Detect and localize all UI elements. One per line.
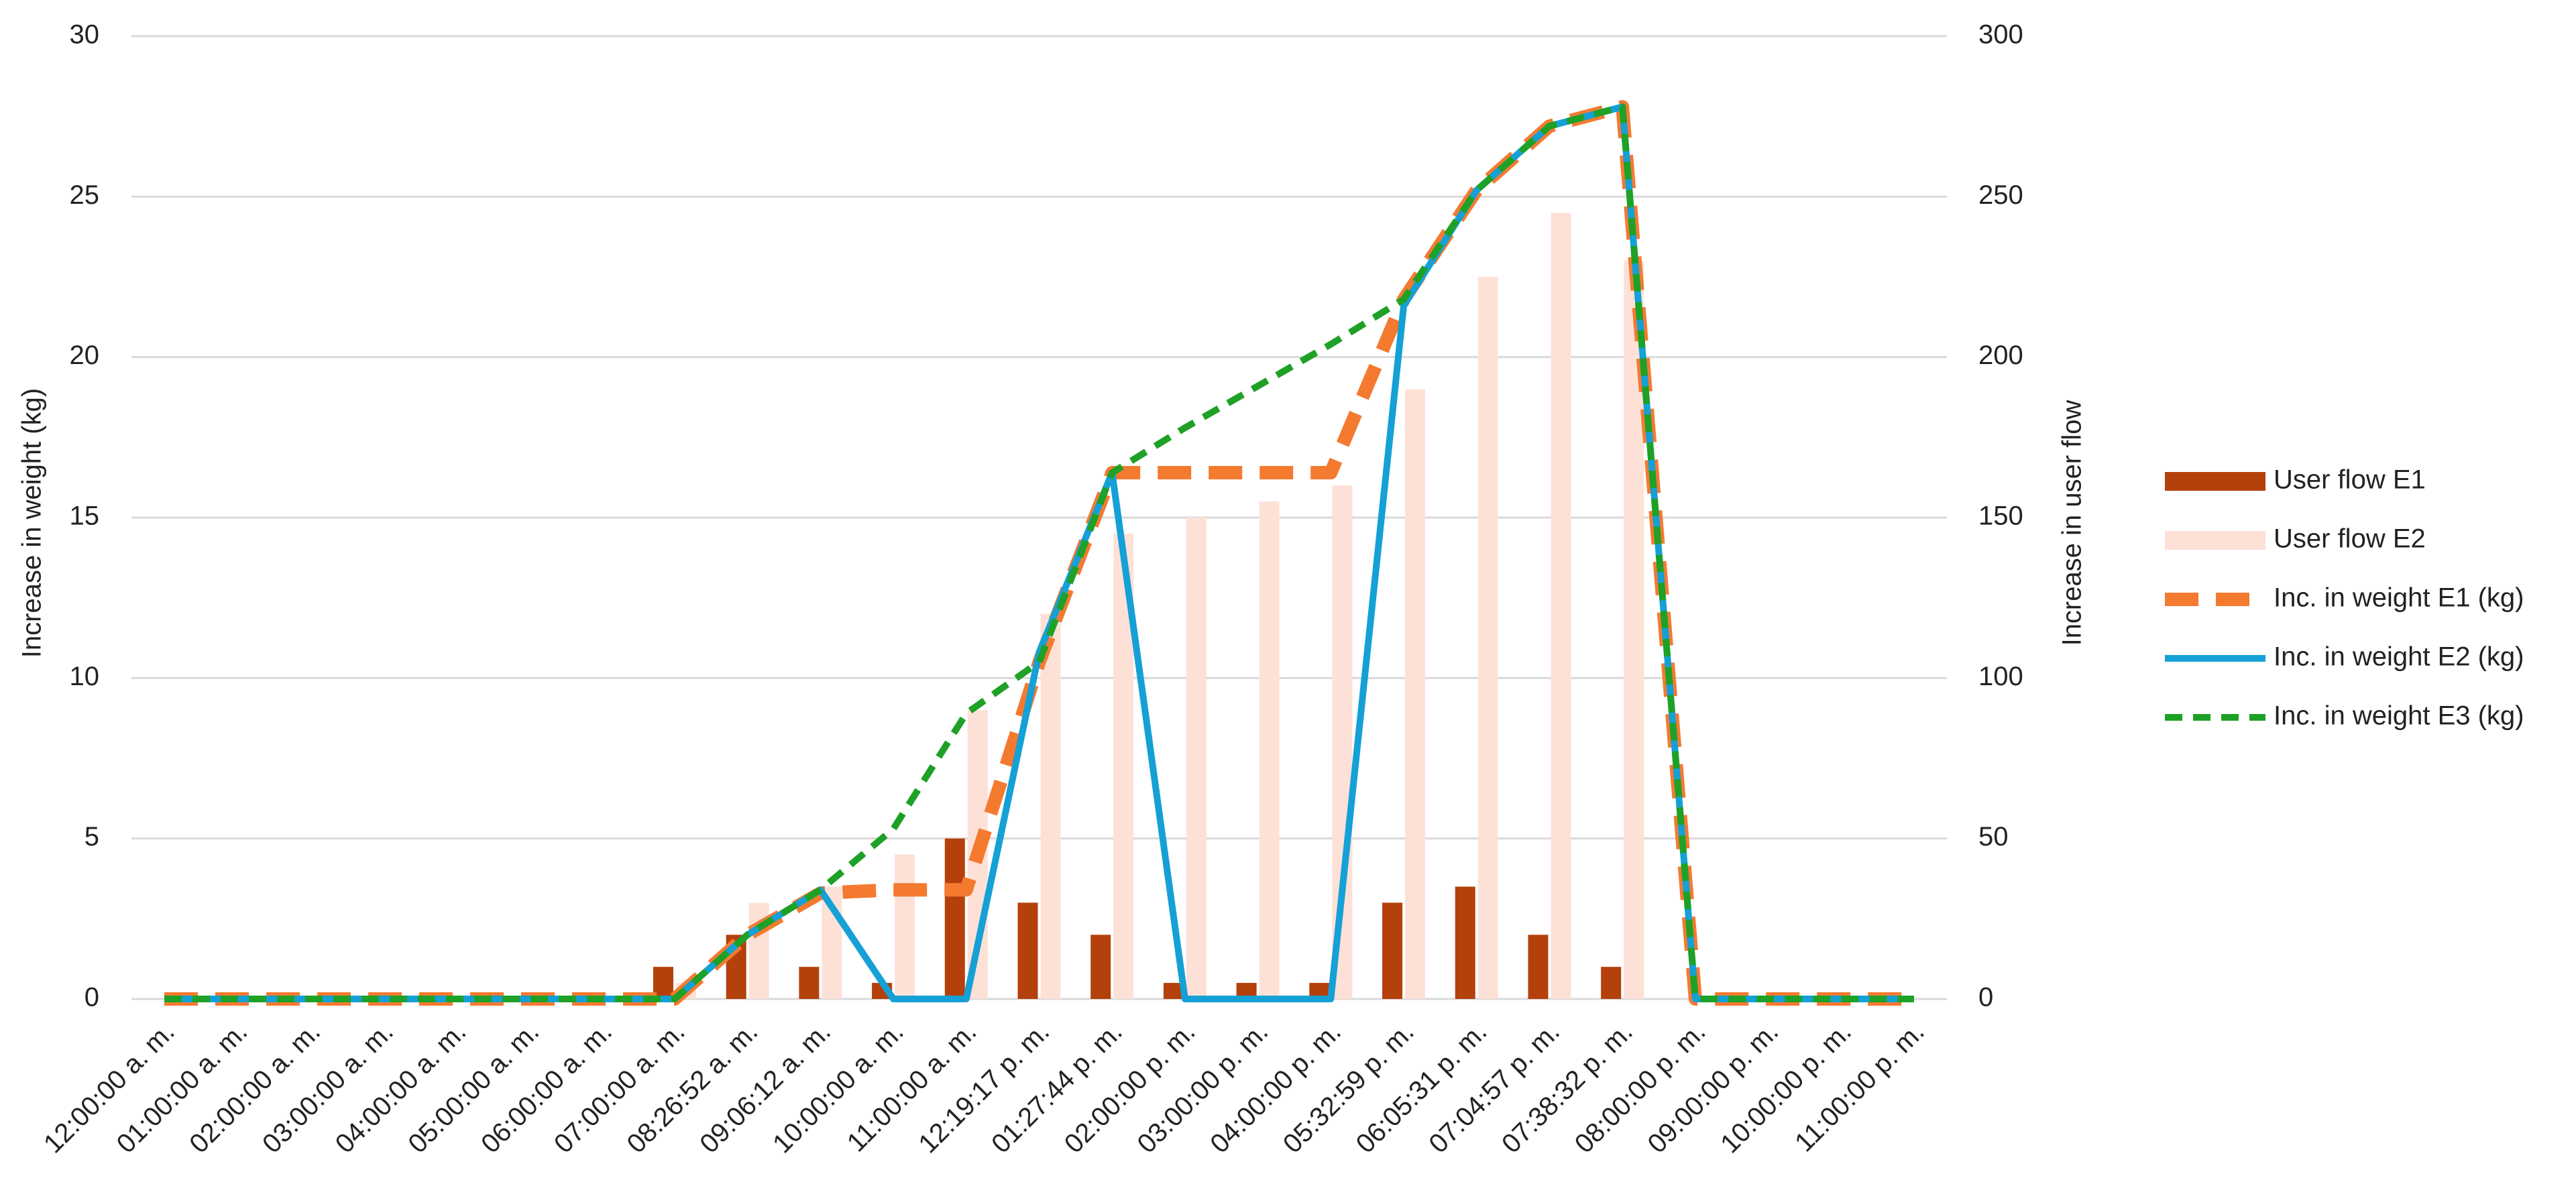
x-tick-label: 07:04:57 p. m. — [1423, 1017, 1565, 1159]
x-tick-label: 01:27:44 p. m. — [986, 1017, 1128, 1159]
legend-swatch — [2165, 472, 2265, 491]
x-tick-label: 12:19:17 p. m. — [913, 1017, 1055, 1159]
x-tick-label: 04:00:00 a. m. — [330, 1017, 472, 1159]
y-tick-label: 10 — [70, 662, 100, 691]
x-tick-label: 04:00:00 p. m. — [1205, 1017, 1347, 1159]
y2-axis-title: Increase in user flow — [2058, 400, 2087, 646]
legend-label: Inc. in weight E1 (kg) — [2274, 583, 2524, 613]
x-tick-label: 05:32:59 p. m. — [1278, 1017, 1420, 1159]
bar — [1455, 886, 1475, 999]
bar — [1236, 983, 1257, 999]
y2-tick-label: 100 — [1978, 662, 2023, 691]
legend-label: User flow E1 — [2274, 465, 2426, 495]
bar — [1528, 935, 1549, 999]
y-tick-label: 15 — [70, 501, 100, 531]
x-tick-label: 11:00:00 a. m. — [842, 1017, 983, 1158]
bar — [1186, 518, 1207, 999]
line — [164, 103, 1914, 1002]
x-tick-label: 10:00:00 p. m. — [1715, 1017, 1857, 1159]
x-tick-label: 07:00:00 a. m. — [549, 1017, 691, 1159]
legend-swatch — [2165, 531, 2265, 550]
bar — [1259, 501, 1280, 999]
y-tick-label: 0 — [85, 983, 99, 1012]
bar — [1601, 967, 1622, 999]
x-tick-label: 02:00:00 a. m. — [184, 1017, 326, 1159]
x-tick-label: 06:05:31 p. m. — [1351, 1017, 1493, 1159]
x-tick-label: 07:38:32 p. m. — [1496, 1017, 1638, 1159]
y-tick-label: 5 — [85, 822, 99, 851]
line — [164, 103, 1914, 1002]
y2-tick-label: 300 — [1978, 20, 2023, 50]
bar — [1382, 902, 1403, 999]
legend-label: User flow E2 — [2274, 524, 2426, 554]
y-tick-label: 30 — [70, 20, 100, 50]
legend-label: Inc. in weight E2 (kg) — [2274, 642, 2524, 672]
bar — [1017, 902, 1038, 999]
x-tick-label: 09:00:00 p. m. — [1642, 1017, 1784, 1159]
x-tick-label: 02:00:00 p. m. — [1059, 1017, 1201, 1159]
x-tick-label: 06:00:00 a. m. — [475, 1017, 618, 1159]
bar — [1551, 213, 1571, 1000]
x-tick-label: 08:00:00 p. m. — [1569, 1017, 1712, 1159]
bar — [1163, 983, 1184, 999]
x-tick-label: 03:00:00 p. m. — [1132, 1017, 1274, 1159]
bar — [799, 967, 820, 999]
y2-tick-label: 200 — [1978, 341, 2023, 370]
x-tick-label: 08:26:52 a. m. — [622, 1017, 764, 1159]
y-axis-title: Increase in weight (kg) — [17, 388, 47, 658]
line — [164, 100, 1914, 1006]
x-tick-label: 10:00:00 a. m. — [767, 1017, 909, 1159]
y2-tick-label: 0 — [1978, 983, 1993, 1012]
bar — [895, 854, 915, 999]
bar — [1090, 935, 1111, 999]
x-tick-label: 09:06:12 a. m. — [694, 1017, 836, 1159]
bar — [1405, 389, 1426, 999]
x-tick-label: 05:00:00 a. m. — [402, 1017, 545, 1159]
y2-tick-label: 250 — [1978, 180, 2023, 210]
y-tick-label: 25 — [70, 180, 100, 210]
bar — [944, 838, 965, 999]
bar — [1309, 983, 1330, 999]
y-tick-label: 20 — [70, 341, 100, 370]
bar — [1477, 277, 1498, 999]
x-tick-label: 12:00:00 a. m. — [38, 1017, 180, 1159]
x-tick-label: 03:00:00 a. m. — [257, 1017, 399, 1159]
x-tick-label: 11:00:00 p. m. — [1789, 1017, 1930, 1158]
bar — [1040, 613, 1061, 999]
legend-label: Inc. in weight E3 (kg) — [2274, 701, 2524, 731]
y2-tick-label: 50 — [1978, 822, 2009, 851]
y2-tick-label: 150 — [1978, 501, 2023, 531]
x-tick-label: 01:00:00 a. m. — [111, 1017, 254, 1159]
